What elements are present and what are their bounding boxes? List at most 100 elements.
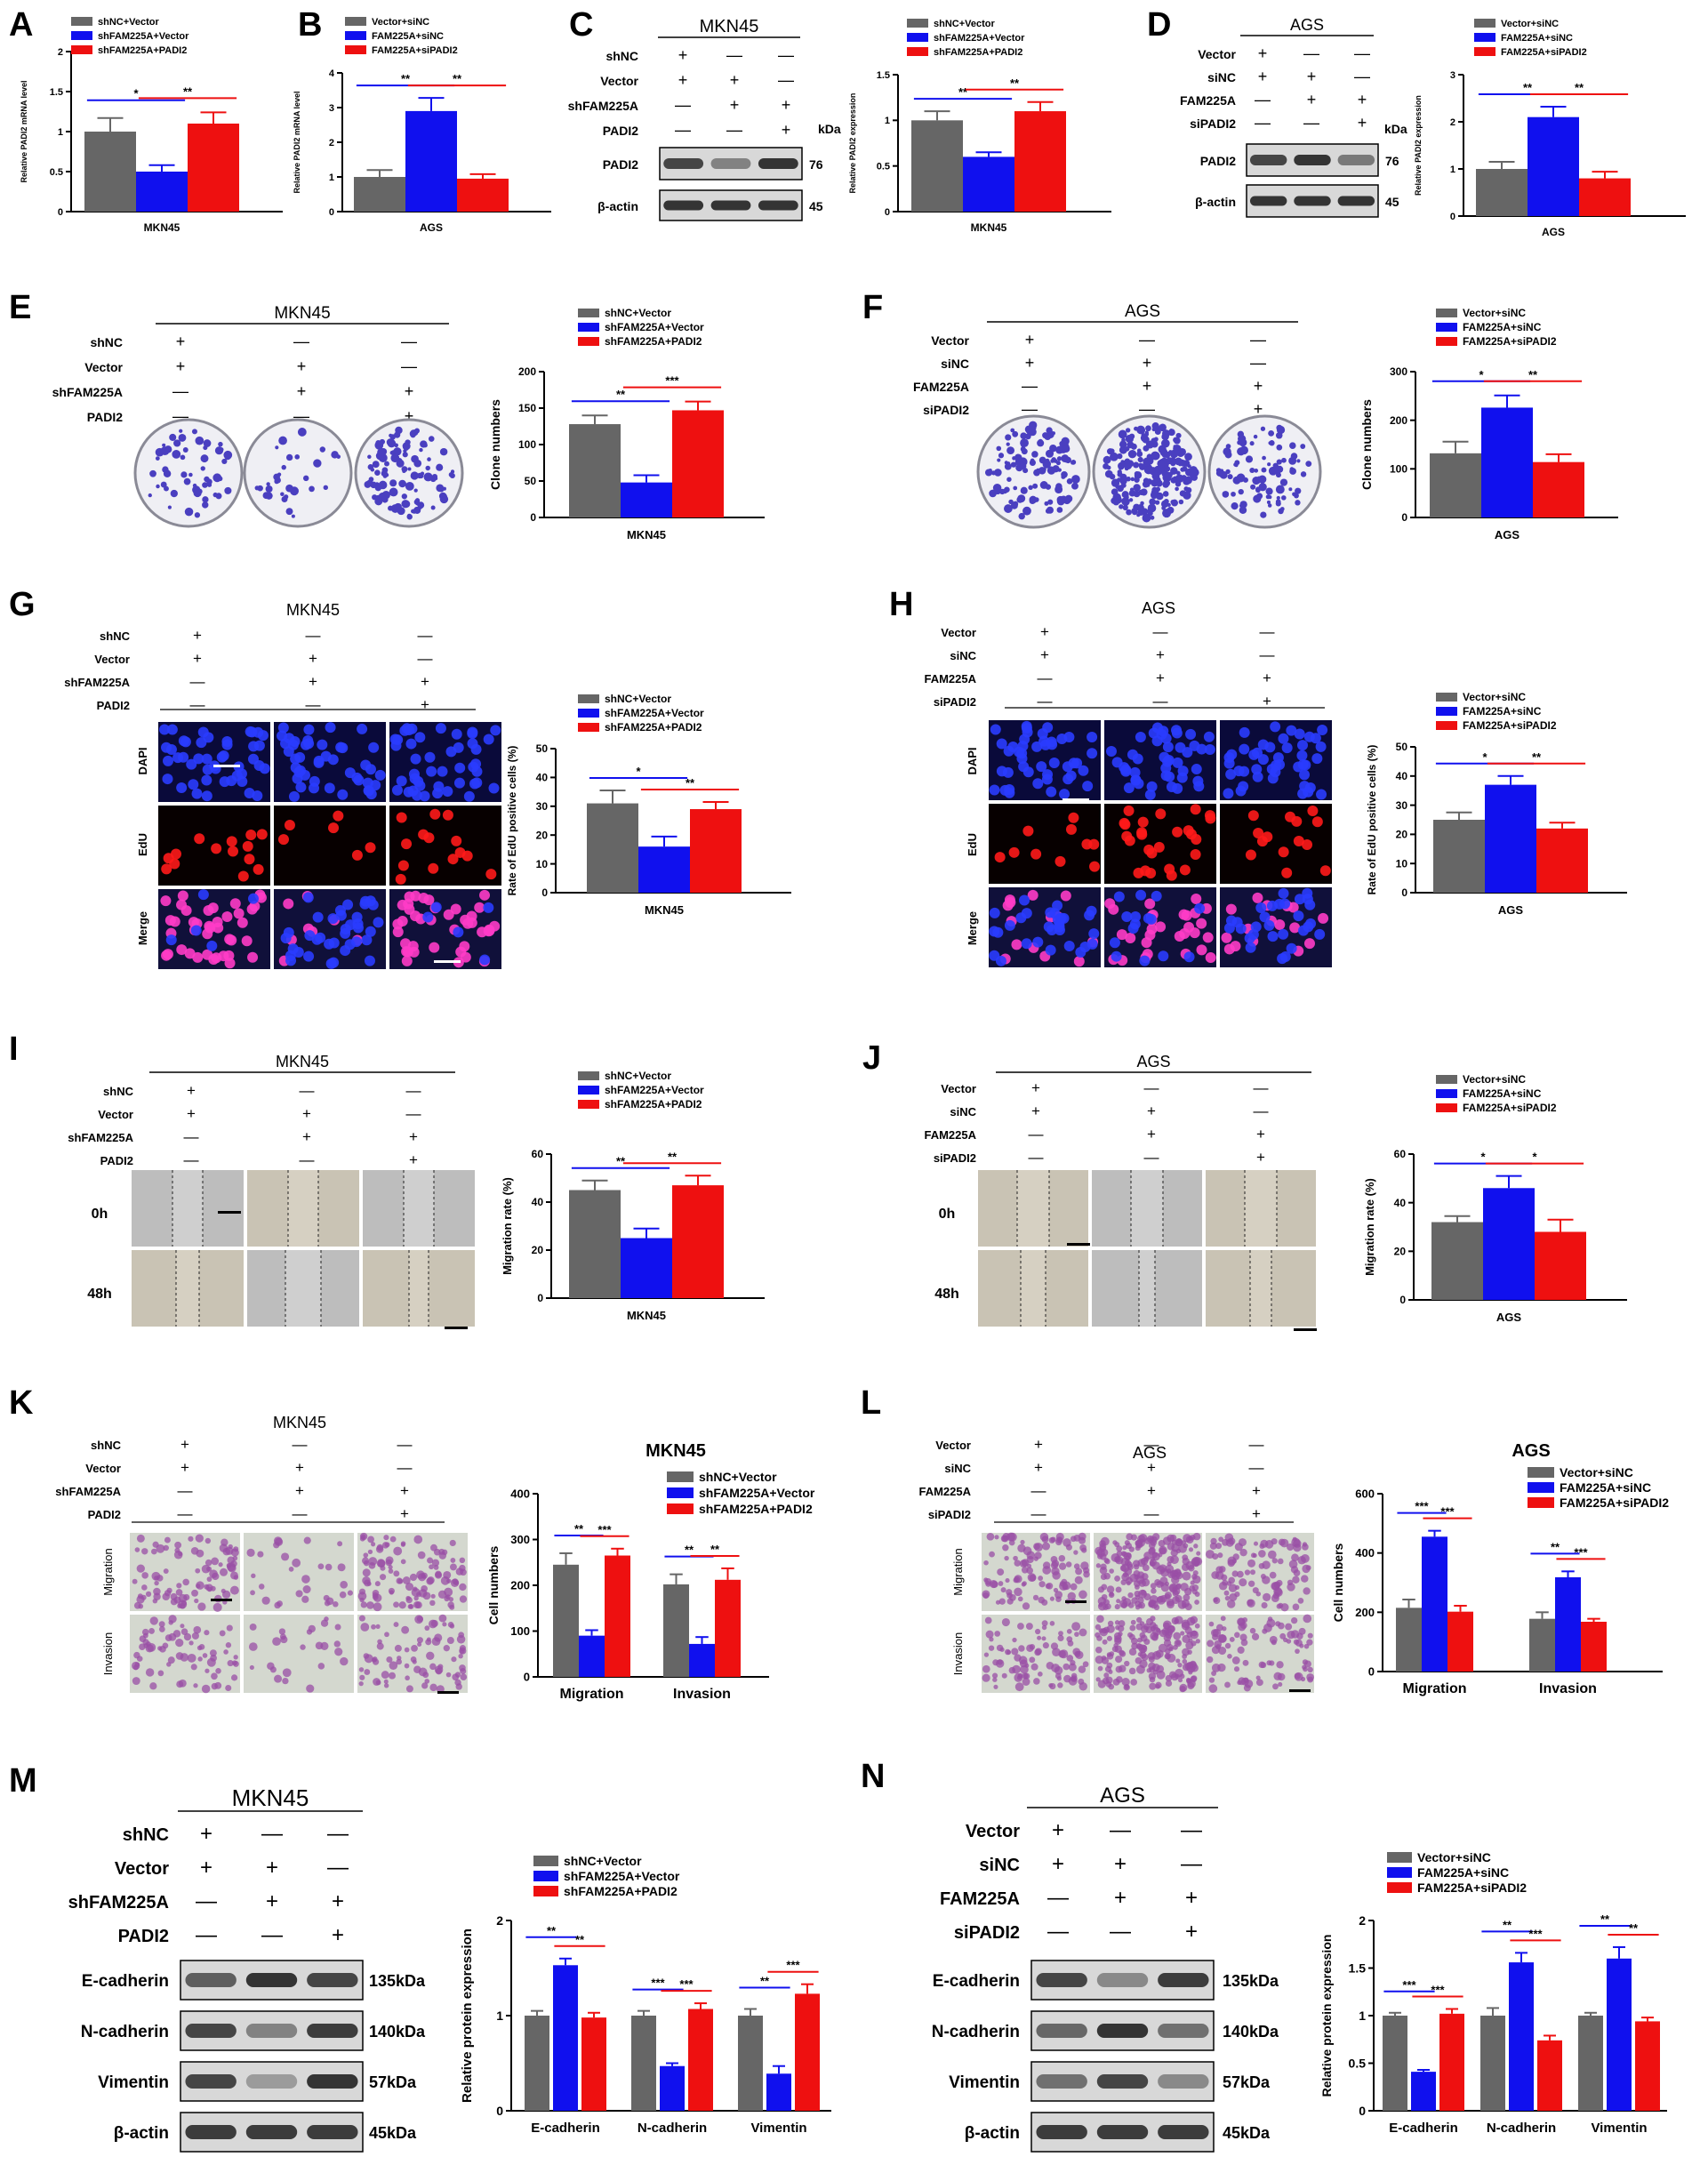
nucleus <box>350 936 362 948</box>
colony <box>413 488 418 493</box>
colony <box>1239 506 1247 514</box>
bar-FAM225A+siNC <box>1509 1962 1534 2111</box>
stained-cell <box>430 1544 437 1552</box>
stained-cell <box>1101 1584 1108 1591</box>
colony <box>414 498 421 503</box>
stained-cell <box>377 1639 382 1645</box>
stained-cell <box>426 1577 434 1585</box>
stained-cell <box>404 1663 410 1669</box>
cell-line-title: MKN45 <box>232 1784 309 1811</box>
stained-cell <box>358 1615 365 1622</box>
stained-cell <box>191 1589 198 1597</box>
stained-cell <box>1188 1670 1193 1675</box>
bar-shFAM225A+PADI2 <box>672 410 724 517</box>
y-axis-label: Relative protein expression <box>460 1928 475 2103</box>
plus-sign: + <box>1307 91 1317 108</box>
stained-cell <box>1020 1664 1029 1674</box>
colony <box>223 450 233 460</box>
panel-letter: I <box>9 1030 19 1068</box>
stained-cell <box>196 1584 201 1589</box>
colony <box>430 505 436 510</box>
micrograph-tile <box>1104 887 1216 967</box>
significance-label: ** <box>760 1975 770 1988</box>
stained-cell <box>1187 1662 1194 1668</box>
stained-cell <box>1239 1633 1247 1641</box>
stained-cell <box>1234 1543 1243 1552</box>
nucleus <box>1191 894 1202 905</box>
plus-sign: + <box>1263 670 1271 686</box>
legend-swatch <box>1436 721 1457 730</box>
nucleus <box>180 905 192 917</box>
nucleus <box>204 922 216 934</box>
micrograph-tile <box>1094 1615 1202 1693</box>
stained-cell <box>1115 1624 1120 1631</box>
nucleus <box>1256 836 1268 847</box>
stained-cell <box>1237 1680 1242 1685</box>
y-tick-label: 0 <box>329 207 334 218</box>
stained-cell <box>996 1644 1004 1652</box>
stained-cell <box>1115 1656 1123 1664</box>
stained-cell <box>1129 1624 1136 1632</box>
nucleus <box>1289 922 1301 934</box>
plus-sign: + <box>1254 400 1263 418</box>
stained-cell <box>1151 1633 1159 1641</box>
micrograph-tile <box>130 1615 240 1694</box>
nucleus <box>474 902 485 913</box>
stained-cell <box>133 1651 140 1659</box>
stained-cell <box>211 1682 219 1690</box>
stained-cell <box>1014 1576 1021 1583</box>
nucleus <box>1225 768 1237 780</box>
nucleus <box>397 916 408 927</box>
stained-cell <box>212 1572 220 1581</box>
colony <box>367 454 372 460</box>
blot-E-cadherin <box>180 1960 364 2001</box>
y-tick-label: 0 <box>541 886 548 899</box>
blot-band <box>758 200 798 211</box>
stained-cell <box>418 1589 428 1598</box>
blot-size: 45kDa <box>369 2124 417 2142</box>
nucleus <box>228 846 239 857</box>
stained-cell <box>1014 1682 1024 1692</box>
nucleus <box>1278 733 1289 744</box>
panel-letter: K <box>9 1384 34 1422</box>
x-tick-label: Invasion <box>673 1687 731 1702</box>
micrograph-tile <box>244 1533 354 1611</box>
colony <box>1175 432 1182 438</box>
micrograph-tile <box>989 887 1101 967</box>
stained-cell <box>1097 1680 1106 1688</box>
stained-cell <box>1264 1540 1274 1549</box>
nucleus <box>194 833 205 845</box>
stained-cell <box>998 1581 1004 1586</box>
stained-cell <box>1175 1658 1181 1664</box>
colony <box>1064 494 1073 503</box>
nucleus <box>989 784 1000 796</box>
x-tick-label: E-cadherin <box>1389 2121 1458 2136</box>
plus-sign: + <box>1185 1886 1198 1910</box>
blot-label: β-actin <box>965 2124 1020 2143</box>
stained-cell <box>404 1647 410 1653</box>
bar-FAM225A+siPADI2 <box>1536 828 1588 893</box>
stained-cell <box>1229 1637 1235 1642</box>
nucleus <box>1307 805 1319 816</box>
significance-label: ** <box>1503 1918 1512 1931</box>
nucleus <box>451 728 462 740</box>
image-row-label: DAPI <box>966 747 979 774</box>
x-tick-label: AGS <box>420 221 443 234</box>
colony <box>200 466 205 471</box>
nucleus <box>1317 724 1328 735</box>
bar-Vector+siNC <box>1383 2016 1407 2111</box>
image-row-label: Invasion <box>951 1632 965 1675</box>
stained-cell <box>1019 1560 1028 1568</box>
blot-beta-actin <box>1246 184 1379 218</box>
legend-entry: shNC+Vector <box>98 17 159 28</box>
bar-shFAM225A+PADI2 <box>690 809 742 893</box>
nucleus <box>245 830 257 841</box>
colony <box>1133 461 1140 469</box>
stained-cell <box>429 1683 437 1692</box>
stained-cell <box>394 1644 402 1652</box>
row-label-Vector: Vector <box>84 360 123 374</box>
legend-entry: shFAM225A+Vector <box>98 31 189 42</box>
nucleus <box>176 782 188 793</box>
